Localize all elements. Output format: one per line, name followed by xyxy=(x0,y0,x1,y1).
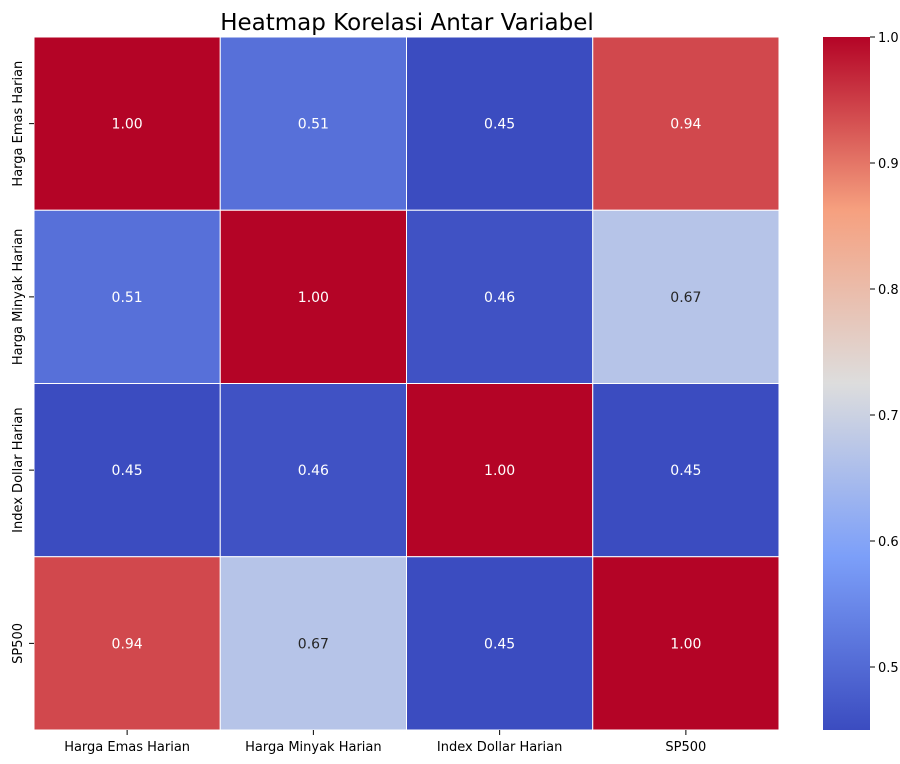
heatmap-cell xyxy=(406,209,594,384)
colorbar-gradient xyxy=(823,37,870,730)
x-tick-label: Harga Minyak Harian xyxy=(245,740,382,755)
y-tick-label: SP500 xyxy=(11,623,26,664)
cell-annotation: 1.00 xyxy=(670,636,701,652)
heatmap-cell xyxy=(592,383,780,558)
chart-title: Heatmap Korelasi Antar Variabel xyxy=(220,10,594,36)
cell-annotation: 0.45 xyxy=(670,463,701,479)
heatmap-cell xyxy=(592,209,780,384)
colorbar-tick-label: 0.8 xyxy=(878,283,899,298)
y-tick-label: Harga Emas Harian xyxy=(11,61,26,187)
x-tick-label: Harga Emas Harian xyxy=(64,740,190,755)
colorbar-tick-label: 0.6 xyxy=(878,535,899,550)
cell-annotation: 0.45 xyxy=(112,463,143,479)
heatmap-cell xyxy=(219,209,407,384)
heatmap-cell xyxy=(33,209,221,384)
y-tick-label: Index Dollar Harian xyxy=(11,407,26,532)
colorbar: 0.5 0.6 0.7 0.8 0.9 1.0 xyxy=(823,31,899,730)
x-tick-label: Index Dollar Harian xyxy=(437,740,562,755)
heatmap-cell xyxy=(219,383,407,558)
cell-annotation: 0.46 xyxy=(298,463,329,479)
heatmap-cell xyxy=(33,556,221,731)
cell-annotation: 0.51 xyxy=(112,290,143,306)
cell-annotation: 1.00 xyxy=(484,463,515,479)
cell-annotation: 0.45 xyxy=(484,636,515,652)
x-tick-label: SP500 xyxy=(665,740,706,755)
heatmap-cell xyxy=(592,36,780,211)
heatmap-cell xyxy=(33,36,221,211)
x-axis: Harga Emas Harian Harga Minyak Harian Inde… xyxy=(64,730,706,755)
cell-annotation: 1.00 xyxy=(112,117,143,133)
cell-annotation: 0.67 xyxy=(298,636,329,652)
y-axis: Harga Emas Harian Harga Minyak Harian Inde… xyxy=(11,61,34,664)
heatmap-cell xyxy=(219,556,407,731)
colorbar-tick-label: 0.5 xyxy=(878,661,899,676)
heatmap-cell xyxy=(406,36,594,211)
cell-annotation: 0.51 xyxy=(298,117,329,133)
heatmap-cells xyxy=(33,36,780,731)
y-tick-label: Harga Minyak Harian xyxy=(11,229,26,366)
cell-annotation: 0.94 xyxy=(112,636,143,652)
cell-annotation: 0.67 xyxy=(670,290,701,306)
cell-annotation: 0.94 xyxy=(670,117,701,133)
cell-annotations: 1.00 0.51 0.45 0.94 0.51 1.00 0.46 0.67 0.45 0.46… xyxy=(112,117,702,653)
heatmap-cell xyxy=(219,36,407,211)
cell-annotation: 0.45 xyxy=(484,117,515,133)
colorbar-tick-label: 0.9 xyxy=(878,157,899,172)
cell-annotation: 0.46 xyxy=(484,290,515,306)
heatmap-cell xyxy=(592,556,780,731)
heatmap-cell xyxy=(406,556,594,731)
colorbar-tick-label: 1.0 xyxy=(878,31,899,46)
cell-annotation: 1.00 xyxy=(298,290,329,306)
colorbar-tick-label: 0.7 xyxy=(878,409,899,424)
